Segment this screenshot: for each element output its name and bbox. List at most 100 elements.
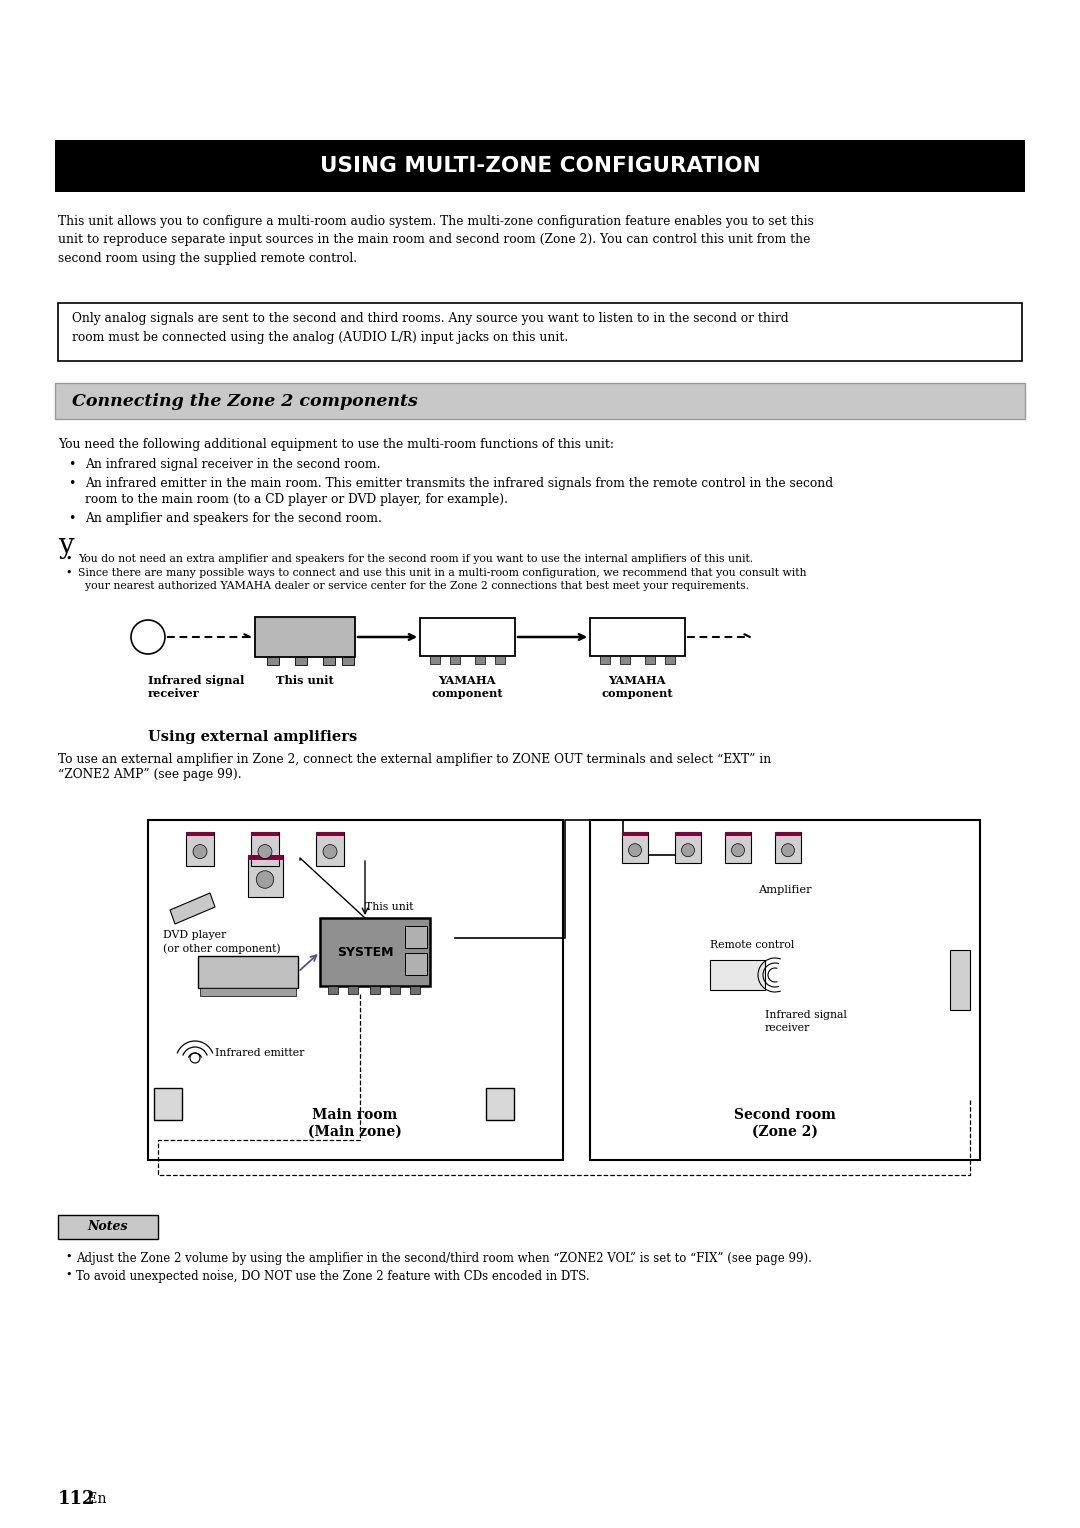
Bar	[323, 657, 335, 665]
Bar	[390, 986, 400, 995]
Bar	[665, 656, 675, 665]
Bar	[450, 656, 460, 665]
Bar	[348, 986, 357, 995]
Bar	[247, 856, 283, 897]
Bar	[320, 918, 430, 986]
Bar	[590, 821, 980, 1160]
Text: Main room: Main room	[312, 1108, 397, 1122]
Text: SYSTEM: SYSTEM	[337, 946, 393, 958]
Text: You do not need an extra amplifier and speakers for the second room if you want : You do not need an extra amplifier and s…	[78, 555, 753, 564]
Text: Only analog signals are sent to the second and third rooms. Any source you want : Only analog signals are sent to the seco…	[72, 312, 788, 344]
Bar	[148, 821, 563, 1160]
Bar	[675, 833, 701, 836]
Bar	[590, 617, 685, 656]
Bar	[725, 833, 751, 863]
Text: •: •	[65, 555, 71, 564]
Circle shape	[681, 843, 694, 857]
Text: To avoid unexpected noise, DO NOT use the Zone 2 feature with CDs encoded in DTS: To avoid unexpected noise, DO NOT use th…	[76, 1270, 590, 1284]
Text: This unit: This unit	[365, 902, 414, 912]
Text: Using external amplifiers: Using external amplifiers	[148, 730, 357, 744]
Polygon shape	[170, 892, 215, 924]
Bar	[645, 656, 654, 665]
Text: your nearest authorized YAMAHA dealer or service center for the Zone 2 connectio: your nearest authorized YAMAHA dealer or…	[78, 581, 750, 591]
Text: •: •	[65, 1251, 71, 1262]
Text: Adjust the Zone 2 volume by using the amplifier in the second/third room when “Z: Adjust the Zone 2 volume by using the am…	[76, 1251, 812, 1265]
Text: •: •	[65, 568, 71, 578]
Text: room to the main room (to a CD player or DVD player, for example).: room to the main room (to a CD player or…	[85, 494, 508, 506]
Text: Connecting the Zone 2 components: Connecting the Zone 2 components	[72, 393, 418, 410]
Bar	[342, 657, 354, 665]
Bar	[328, 986, 338, 995]
Bar	[198, 957, 298, 989]
Bar	[410, 986, 420, 995]
Text: •: •	[68, 512, 76, 526]
Text: USING MULTI-ZONE CONFIGURATION: USING MULTI-ZONE CONFIGURATION	[320, 156, 760, 176]
Circle shape	[731, 843, 744, 857]
Bar	[710, 960, 765, 990]
Bar	[420, 617, 515, 656]
Bar	[153, 1088, 183, 1120]
Bar	[200, 989, 296, 996]
Bar	[675, 833, 701, 863]
Text: En: En	[83, 1491, 107, 1507]
Bar	[247, 856, 283, 860]
Bar	[405, 926, 427, 947]
Text: You need the following additional equipment to use the multi-room functions of t: You need the following additional equipm…	[58, 439, 615, 451]
Bar	[475, 656, 485, 665]
Text: (or other component): (or other component)	[163, 943, 281, 953]
Bar	[370, 986, 380, 995]
Bar	[622, 833, 648, 836]
Bar	[405, 953, 427, 975]
Circle shape	[258, 845, 272, 859]
Bar	[950, 950, 970, 1010]
Text: •: •	[68, 458, 76, 471]
Bar	[775, 833, 801, 863]
Circle shape	[193, 845, 207, 859]
Bar	[725, 833, 751, 836]
Text: 112: 112	[58, 1490, 95, 1508]
Text: y: y	[58, 532, 73, 559]
Circle shape	[629, 843, 642, 857]
Bar	[58, 303, 1022, 361]
Text: YAMAHA
component: YAMAHA component	[431, 675, 503, 698]
Text: Since there are many possible ways to connect and use this unit in a multi-room : Since there are many possible ways to co…	[78, 568, 807, 578]
Text: This unit allows you to configure a multi-room audio system. The multi-zone conf: This unit allows you to configure a mult…	[58, 215, 814, 264]
Bar	[775, 833, 801, 836]
Text: Remote control: Remote control	[710, 940, 795, 950]
Bar	[255, 617, 355, 657]
Bar	[316, 833, 345, 865]
Text: Amplifier: Amplifier	[758, 885, 812, 895]
Text: “ZONE2 AMP” (see page 99).: “ZONE2 AMP” (see page 99).	[58, 769, 242, 781]
Text: YAMAHA
component: YAMAHA component	[602, 675, 673, 698]
Text: An infrared signal receiver in the second room.: An infrared signal receiver in the secon…	[85, 458, 380, 471]
Text: This unit: This unit	[276, 675, 334, 686]
Bar	[622, 833, 648, 863]
Text: Notes: Notes	[87, 1221, 129, 1233]
Circle shape	[256, 871, 273, 888]
Text: Infrared emitter: Infrared emitter	[215, 1048, 305, 1057]
Bar	[495, 656, 505, 665]
Circle shape	[782, 843, 795, 857]
Bar	[55, 141, 1025, 193]
Text: An amplifier and speakers for the second room.: An amplifier and speakers for the second…	[85, 512, 382, 526]
Bar	[58, 1215, 158, 1239]
Text: To use an external amplifier in Zone 2, connect the external amplifier to ZONE O: To use an external amplifier in Zone 2, …	[58, 753, 771, 766]
Text: Second room: Second room	[734, 1108, 836, 1122]
Bar	[267, 657, 279, 665]
Text: (Main zone): (Main zone)	[308, 1125, 402, 1138]
Text: receiver: receiver	[765, 1024, 810, 1033]
Bar	[55, 384, 1025, 419]
Bar	[251, 833, 279, 836]
Bar	[486, 1088, 514, 1120]
Bar	[600, 656, 610, 665]
Text: An infrared emitter in the main room. This emitter transmits the infrared signal: An infrared emitter in the main room. Th…	[85, 477, 833, 490]
Bar	[430, 656, 440, 665]
Bar	[620, 656, 630, 665]
Text: Infrared signal: Infrared signal	[765, 1010, 847, 1021]
Text: •: •	[65, 1270, 71, 1280]
Bar	[295, 657, 307, 665]
Bar	[251, 833, 279, 865]
Bar	[186, 833, 214, 865]
Bar	[186, 833, 214, 836]
Bar	[316, 833, 345, 836]
